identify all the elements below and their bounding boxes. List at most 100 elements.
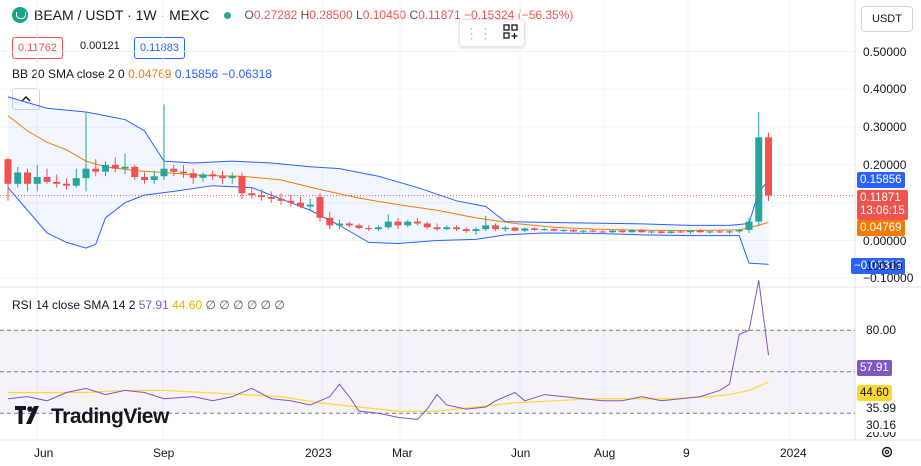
candle-body <box>316 197 324 218</box>
candle-body <box>111 164 119 169</box>
time-axis-label: Sep <box>153 446 175 460</box>
rsi-legend-sma: 44.60 <box>172 298 203 312</box>
candle-body <box>492 225 499 230</box>
rsi-line <box>7 280 769 420</box>
ohlc-change: −0.15324 (−56.35%) <box>463 8 574 22</box>
candle-body <box>745 221 753 230</box>
symbol-title[interactable]: BEAM / USDT · 1W · MEXC <box>34 7 210 23</box>
candle-body <box>131 166 139 177</box>
tradingview-wordmark: TradingView <box>51 405 169 428</box>
ohlc-c-value: 0.11871 <box>418 8 461 22</box>
candle-body <box>160 168 168 177</box>
candle-body <box>72 178 80 186</box>
rsi-legend[interactable]: RSI 14 close SMA 14 2 57.91 44.60 ∅ ∅ ∅ … <box>12 298 285 312</box>
bb-legend[interactable]: BB 20 SMA close 2 0 0.04769 0.15856 −0.0… <box>12 67 272 81</box>
rsi-legend-name: RSI 14 close SMA 14 2 <box>12 298 136 312</box>
bb-basis-line <box>7 115 769 232</box>
ohlc-o-key: O <box>244 8 254 22</box>
rsi-axis-label: 80.00 <box>866 323 897 337</box>
price-axis-label: 0.00000 <box>863 233 907 248</box>
candle-body <box>589 230 597 232</box>
candle-body <box>228 176 236 179</box>
candle-body <box>550 229 558 231</box>
add-widget-icon[interactable] <box>502 23 520 44</box>
candle-body <box>667 231 675 233</box>
candle-body <box>726 231 733 233</box>
candle-body <box>150 176 158 181</box>
ohlc-values: O0.27282 H0.28500 L0.10450 C0.11871 −0.1… <box>245 8 574 22</box>
candle-body <box>336 223 343 226</box>
candle-body <box>648 231 655 233</box>
candle-body <box>277 198 285 201</box>
candle-body <box>180 171 187 174</box>
candle-body <box>677 231 685 233</box>
candle-body <box>43 176 51 182</box>
beam-coin-icon <box>12 7 28 23</box>
price-axis-label: 0.50000 <box>863 44 907 59</box>
spread-value: 0.00121 <box>80 40 120 52</box>
candle-body <box>4 159 12 184</box>
candle-body <box>472 229 480 232</box>
candle-body <box>735 229 743 232</box>
chevron-up-icon <box>21 96 31 102</box>
candle-body <box>443 227 451 230</box>
candle-body <box>511 227 519 231</box>
price-axis-label: 0.30000 <box>863 120 907 135</box>
candle-body <box>560 229 568 231</box>
candle-body <box>306 204 314 207</box>
time-axis-label: 9 <box>683 446 690 460</box>
candle-body <box>765 137 772 196</box>
candle-body <box>462 229 470 232</box>
tradingview-logo[interactable]: TradingView <box>15 404 169 430</box>
price-axis-label: 0.20000 <box>863 157 907 172</box>
candle-body <box>638 229 646 233</box>
candle-body <box>755 137 763 222</box>
candle-body <box>102 164 109 172</box>
candle-body <box>287 200 295 203</box>
symbol-header: BEAM / USDT · 1W · MEXC O0.27282 H0.2850… <box>12 7 573 23</box>
price-axis-label: 0.40000 <box>863 82 907 97</box>
candle-body <box>209 174 217 177</box>
tradingview-mark-icon <box>15 404 45 430</box>
candle-body <box>716 231 724 233</box>
ohlc-l-key: L <box>356 8 363 22</box>
bb-legend-lower: −0.06318 <box>221 67 272 81</box>
gear-icon[interactable] <box>880 445 894 464</box>
candle-body <box>609 230 616 233</box>
candle-body <box>33 176 41 184</box>
last-price-tag: 0.11871 13:06:15 <box>857 190 908 220</box>
time-axis-label: Jun <box>34 446 54 460</box>
rsi-value-tag: 57.91 <box>857 360 892 376</box>
candle-body <box>326 217 334 226</box>
drag-handle-icon[interactable]: ⋮⋮ <box>464 24 493 41</box>
time-axis-label: 2024 <box>780 446 807 460</box>
candle-body <box>82 168 90 179</box>
candle-body <box>540 229 548 231</box>
candle-body <box>267 197 275 199</box>
currency-button[interactable]: USDT <box>861 6 913 32</box>
candle-body <box>433 227 441 230</box>
candle-body <box>570 229 577 232</box>
candle-body <box>121 166 129 169</box>
rsi-axis-label: 100.00 <box>866 259 903 273</box>
candle-body <box>657 231 665 233</box>
candle-body <box>92 168 100 172</box>
bb-upper-tag: 0.15856 <box>857 172 905 188</box>
candle-body <box>618 230 626 233</box>
candle-body <box>521 228 529 231</box>
rsi-sma-tag: 44.60 <box>857 385 892 401</box>
candle-body <box>414 221 421 224</box>
bb-lower-tag: −0.06318 <box>851 258 906 274</box>
bb-legend-basis: 0.04769 <box>128 67 172 81</box>
candle-body <box>53 181 61 184</box>
candle-body <box>189 173 197 178</box>
candle-body <box>141 176 148 181</box>
candle-body <box>375 227 382 230</box>
candle-body <box>238 176 246 194</box>
candle-body <box>248 193 256 196</box>
bar-countdown: 13:06:15 <box>860 205 905 217</box>
candle-body <box>579 230 587 232</box>
floating-toolbar: ⋮⋮ <box>459 19 525 47</box>
time-axis-label: Mar <box>392 446 413 460</box>
